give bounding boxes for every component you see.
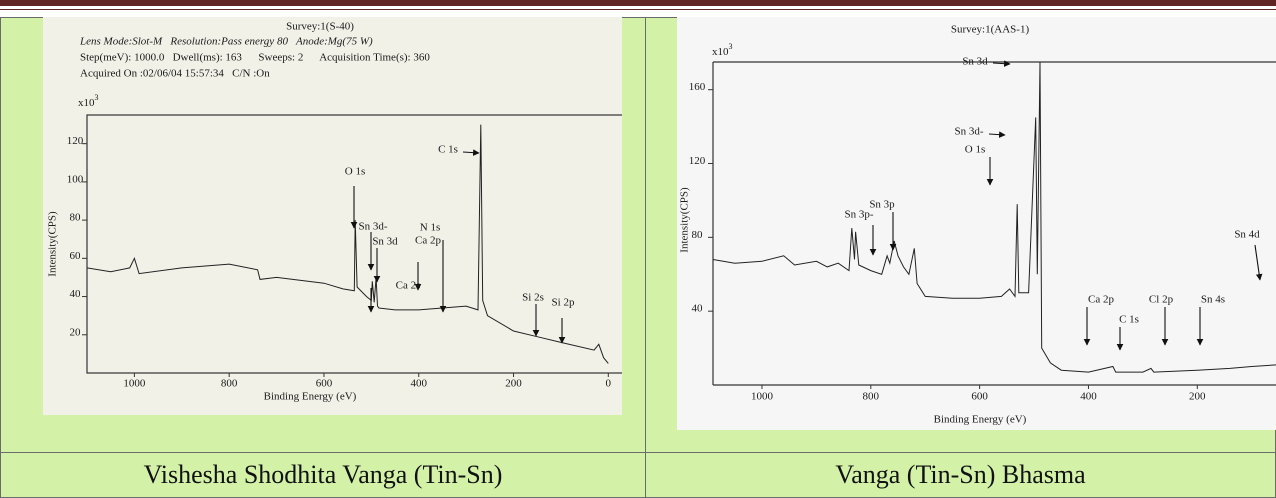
peak-annotation: O 1s xyxy=(345,166,365,178)
peak-annotation: Sn 3d- xyxy=(954,126,983,138)
y-tick-label: 20 xyxy=(70,326,82,338)
y-tick-label: 160 xyxy=(689,81,706,93)
y-multiplier-base: x10 xyxy=(712,46,729,58)
peak-annotation: Ca 2p xyxy=(1088,294,1114,306)
y-multiplier-exponent: 3 xyxy=(729,42,733,51)
spectrum-photo: Survey:1(S-40) Lens Mode:Slot-M Resolutio… xyxy=(43,17,622,415)
peak-annotation: Cl 2p xyxy=(1149,294,1174,306)
y-tick-label: 80 xyxy=(692,229,704,241)
peak-annotation: C 1s xyxy=(438,144,458,156)
peak-annotation: Si 2p xyxy=(552,297,575,309)
x-tick-label: 200 xyxy=(1189,391,1206,403)
x-tick-label: 1000 xyxy=(123,378,145,390)
peak-annotation: Si 2s xyxy=(522,292,544,304)
y-multiplier-base: x10 xyxy=(78,97,95,109)
y-tick-label: 40 xyxy=(70,288,82,300)
x-axis-label: Binding Energy (eV) xyxy=(264,391,357,403)
peak-annotation: O 1s xyxy=(965,144,985,156)
x-tick-label: 200 xyxy=(505,378,522,390)
chart-title: Survey:1(AAS-1) xyxy=(951,24,1030,36)
y-multiplier-exponent: 3 xyxy=(95,93,99,102)
peak-annotation: Sn 4d xyxy=(1234,229,1260,241)
spectrum-photo: Survey:1(AAS-1) x103 Intensity(CPS) Binding… xyxy=(677,17,1276,430)
chart-subtitle: Lens Mode:Slot-M Resolution:Pass energy … xyxy=(79,36,373,48)
peak-annotation: C 1s xyxy=(1119,314,1139,326)
caption: Vanga (Tin-Sn) Bhasma xyxy=(645,452,1276,498)
y-tick-label: 60 xyxy=(70,250,82,262)
y-axis-label: Intensity(CPS) xyxy=(47,211,59,277)
x-tick-label: 400 xyxy=(1080,391,1097,403)
peak-annotation: Sn 4s xyxy=(1201,294,1225,306)
peak-annotation: Sn 3p xyxy=(869,199,895,211)
x-tick-label: 400 xyxy=(410,378,427,390)
header-rule xyxy=(0,9,1276,10)
y-tick-label: 100 xyxy=(67,173,84,185)
peak-annotation: Sn 3d xyxy=(962,56,988,68)
y-tick-label: 120 xyxy=(689,155,706,167)
x-tick-label: 1000 xyxy=(751,391,774,403)
x-tick-label: 600 xyxy=(316,378,333,390)
caption: Vishesha Shodhita Vanga (Tin-Sn) xyxy=(0,452,646,498)
chart-subtitle: Acquired On :02/06/04 15:57:34 C/N :On xyxy=(80,68,270,80)
peak-annotation: Sn 3d- xyxy=(358,221,387,233)
y-axis-label: Intensity(CPS) xyxy=(679,187,691,253)
page: {"chart_data": [ {"type": "line", "title… xyxy=(0,0,1276,498)
header-rule xyxy=(0,0,1276,6)
peak-annotation: Sn 3d xyxy=(372,236,398,248)
chart-title: Survey:1(S-40) xyxy=(286,21,354,33)
peak-annotation: Ca 2s xyxy=(396,280,421,292)
chart-subtitle: Step(meV): 1000.0 Dwell(ms): 163 Sweeps:… xyxy=(80,52,430,64)
peak-annotation: N 1s xyxy=(420,222,440,234)
peak-annotation: Ca 2p xyxy=(415,235,441,247)
y-tick-label: 80 xyxy=(70,212,82,224)
y-tick-label: 120 xyxy=(67,135,84,147)
x-tick-label: 0 xyxy=(606,378,612,390)
y-tick-label: 40 xyxy=(692,303,704,315)
x-tick-label: 800 xyxy=(863,391,880,403)
x-tick-label: 600 xyxy=(971,391,988,403)
x-axis-label: Binding Energy (eV) xyxy=(934,414,1027,426)
x-tick-label: 800 xyxy=(221,378,238,390)
